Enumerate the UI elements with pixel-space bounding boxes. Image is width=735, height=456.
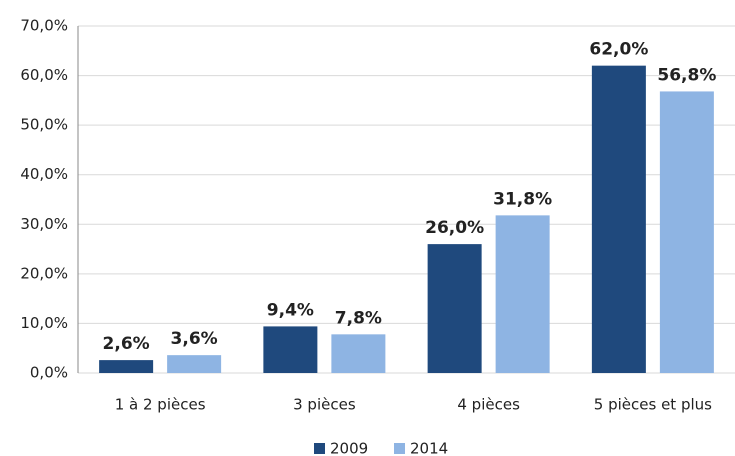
x-tick-label: 5 pièces et plus: [594, 396, 712, 414]
bar: [495, 215, 550, 373]
x-tick-label: 3 pièces: [293, 396, 356, 414]
value-label: 31,8%: [493, 189, 552, 209]
value-label: 26,0%: [425, 218, 484, 238]
legend-label: 2009: [330, 440, 368, 456]
bar: [167, 355, 222, 373]
y-tick-label: 50,0%: [20, 116, 68, 134]
bar: [331, 334, 386, 373]
legend-swatch: [394, 443, 405, 454]
value-label: 56,8%: [657, 65, 716, 85]
legend-label: 2014: [410, 440, 448, 456]
value-label: 62,0%: [589, 40, 648, 60]
value-label: 3,6%: [171, 329, 218, 349]
y-tick-label: 30,0%: [20, 215, 68, 233]
y-tick-label: 10,0%: [20, 314, 68, 332]
legend-swatch: [314, 443, 325, 454]
bar: [99, 360, 154, 373]
y-tick-label: 0,0%: [30, 364, 68, 382]
x-tick-label: 4 pièces: [457, 396, 520, 414]
x-tick-label: 1 à 2 pièces: [115, 396, 206, 414]
y-tick-label: 20,0%: [20, 264, 68, 282]
bar: [659, 91, 714, 373]
bar: [427, 244, 482, 373]
value-label: 7,8%: [335, 308, 382, 328]
value-label: 2,6%: [103, 334, 150, 354]
y-tick-label: 40,0%: [20, 165, 68, 183]
y-tick-label: 60,0%: [20, 66, 68, 84]
y-tick-label: 70,0%: [20, 17, 68, 35]
bar: [591, 65, 646, 374]
bar: [263, 326, 318, 373]
value-label: 9,4%: [267, 300, 314, 320]
